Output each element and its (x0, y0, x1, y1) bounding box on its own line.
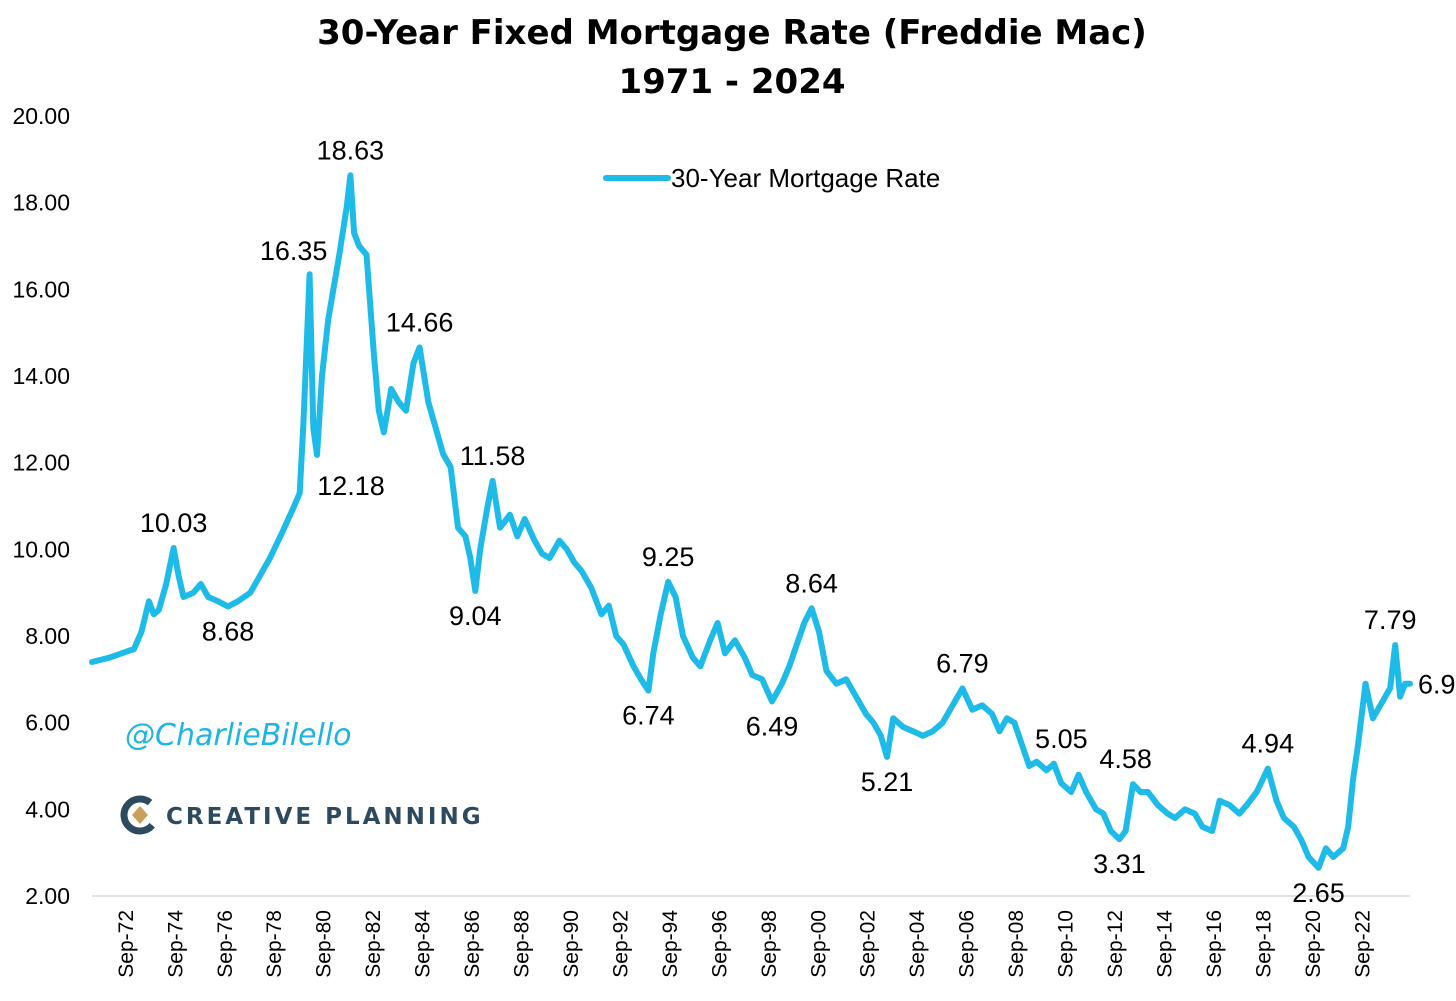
brand-logo: CREATIVE PLANNING (120, 795, 484, 835)
x-tick-label: Sep-16 (1203, 910, 1226, 978)
data-label: 6.9 (1418, 670, 1456, 700)
data-label: 9.25 (642, 542, 695, 572)
x-tick-label: Sep-90 (560, 910, 583, 978)
brand-name: CREATIVE PLANNING (166, 804, 484, 830)
axes: 2.00 4.00 6.00 8.00 10.00 12.00 14.00 16.00 18.0… (12, 103, 1410, 978)
y-tick-label: 6.00 (25, 710, 70, 736)
data-label: 8.64 (785, 568, 838, 598)
x-tick-label: Sep-88 (511, 910, 534, 978)
x-tick-label: Sep-10 (1055, 910, 1078, 978)
y-tick-label: 18.00 (12, 190, 70, 216)
x-tick-label: Sep-78 (263, 910, 286, 978)
data-label: 2.65 (1292, 878, 1345, 908)
x-tick-label: Sep-22 (1351, 910, 1374, 978)
legend: 30-Year Mortgage Rate (603, 163, 940, 193)
data-label: 4.94 (1242, 729, 1295, 759)
legend-label: 30-Year Mortgage Rate (671, 163, 940, 193)
x-tick-label: Sep-84 (412, 910, 435, 978)
x-tick-label: Sep-72 (115, 910, 138, 978)
watermark-handle: @CharlieBilello (125, 718, 352, 753)
x-tick-label: Sep-74 (164, 910, 187, 978)
data-label: 5.21 (861, 767, 914, 797)
x-tick-label: Sep-92 (609, 910, 632, 978)
data-label: 3.31 (1093, 849, 1146, 879)
x-tick-label: Sep-80 (313, 910, 336, 978)
creative-planning-logo-icon (120, 795, 160, 835)
x-tick-label: Sep-20 (1302, 910, 1325, 978)
data-label: 7.79 (1364, 605, 1417, 635)
data-label: 11.58 (460, 441, 526, 471)
x-tick-label: Sep-18 (1252, 910, 1275, 978)
y-tick-label: 12.00 (12, 450, 70, 476)
x-tick-label: Sep-94 (659, 910, 682, 978)
x-tick-label: Sep-96 (708, 910, 731, 978)
x-tick-label: Sep-04 (906, 910, 929, 978)
y-tick-label: 2.00 (25, 883, 70, 909)
y-tick-label: 10.00 (12, 536, 70, 562)
x-tick-label: Sep-08 (1005, 910, 1028, 978)
y-tick-label: 20.00 (12, 103, 70, 129)
x-tick-label: Sep-06 (956, 910, 979, 978)
x-tick-label: Sep-98 (758, 910, 781, 978)
data-label: 5.05 (1035, 724, 1088, 754)
x-tick-label: Sep-82 (362, 910, 385, 978)
data-label: 6.74 (622, 701, 675, 731)
data-label: 4.58 (1099, 744, 1152, 774)
chart-subtitle: 1971 - 2024 (618, 62, 845, 102)
y-tick-label: 8.00 (25, 623, 70, 649)
series-line-0 (89, 172, 1413, 871)
y-tick-label: 16.00 (12, 276, 70, 302)
data-label: 8.68 (202, 617, 255, 647)
x-tick-label: Sep-14 (1153, 910, 1176, 978)
x-tick-label: Sep-12 (1104, 910, 1127, 978)
data-labels: 10.03 8.68 16.35 12.18 18.63 14.66 9.04 11.58 6.… (140, 135, 1456, 907)
data-label: 6.79 (936, 648, 989, 678)
x-tick-label: Sep-02 (857, 910, 880, 978)
data-label: 18.63 (317, 135, 385, 165)
data-label: 9.04 (449, 601, 502, 631)
data-label: 16.35 (260, 236, 328, 266)
y-tick-label: 14.00 (12, 363, 70, 389)
data-label: 10.03 (140, 508, 208, 538)
x-tick-label: Sep-00 (807, 910, 830, 978)
data-label: 6.49 (746, 711, 799, 741)
x-tick-label: Sep-86 (461, 910, 484, 978)
x-tick-label: Sep-76 (214, 910, 237, 978)
y-tick-label: 4.00 (25, 796, 70, 822)
chart-title: 30-Year Fixed Mortgage Rate (Freddie Mac… (317, 13, 1147, 53)
data-label: 12.18 (317, 471, 385, 501)
series-layer (89, 172, 1413, 871)
data-label: 14.66 (386, 307, 454, 337)
